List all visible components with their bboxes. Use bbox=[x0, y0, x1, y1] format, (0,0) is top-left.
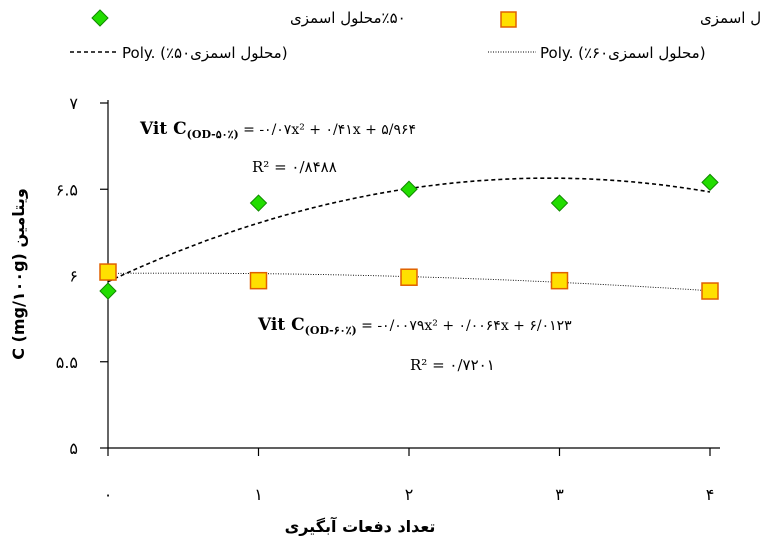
r2-60: R² = ۰/۷۲۰۱ bbox=[410, 356, 495, 374]
y-tick-label: ۵.۵ bbox=[56, 353, 78, 372]
data-point-series-0 bbox=[99, 282, 117, 300]
equation-60-prefix: Vit C bbox=[257, 315, 305, 335]
y-tick-label: ۷ bbox=[69, 94, 78, 113]
x-tick-label: ۲ bbox=[405, 485, 414, 504]
equation-60: Vit C(OD-۶۰٪) = -۰/۰۰۷۹x² + ۰/۰۰۶۴x + ۶/… bbox=[257, 315, 572, 337]
x-tick-label: ۴ bbox=[706, 485, 715, 504]
y-axis-title: ویتامین C (mg/۱۰۰g) bbox=[9, 188, 28, 360]
data-point-series-0 bbox=[550, 194, 569, 212]
equation-50-body: = -۰/۰۷x² + ۰/۴۱x + ۵/۹۶۴ bbox=[239, 122, 416, 138]
legend-entry-60: ٪۶۰محلول اسمزی bbox=[500, 9, 760, 28]
r2-50: R² = ۰/۸۴۸۸ bbox=[252, 158, 337, 176]
legend-marker-square bbox=[500, 11, 517, 28]
data-point-series-1 bbox=[400, 268, 418, 286]
equation-60-subscript: (OD-۶۰٪) bbox=[305, 324, 357, 337]
data-point-series-1 bbox=[550, 271, 569, 290]
y-tick-label: ۶.۵ bbox=[56, 180, 78, 199]
x-axis-title: تعداد دفعات آبگیری bbox=[285, 516, 436, 536]
legend-label-50: ٪۵۰محلول اسمزی bbox=[290, 9, 406, 27]
y-tick-label: ۶ bbox=[69, 267, 78, 286]
legend-entry-50: ٪۵۰محلول اسمزی bbox=[91, 9, 406, 27]
equation-50-prefix: Vit C bbox=[139, 119, 187, 139]
x-tick-label: ۱ bbox=[254, 485, 263, 504]
legend-entry-poly-60: Poly. (٪۶۰محلول اسمزی) bbox=[488, 44, 706, 62]
data-points bbox=[99, 173, 719, 300]
x-tick-label: ۰ bbox=[104, 485, 113, 504]
legend-label-poly-50: Poly. (٪۵۰محلول اسمزی) bbox=[122, 44, 288, 62]
legend-entry-poly-50: Poly. (٪۵۰محلول اسمزی) bbox=[70, 44, 288, 62]
data-point-series-1 bbox=[249, 271, 268, 290]
equation-50: Vit C(OD-۵۰٪) = -۰/۰۷x² + ۰/۴۱x + ۵/۹۶۴ bbox=[139, 119, 416, 141]
x-ticks: ۰ ۱ ۲ ۳ ۴ bbox=[104, 448, 715, 504]
equation-60-body: = -۰/۰۰۷۹x² + ۰/۰۰۶۴x + ۶/۰۱۲۳ bbox=[357, 318, 572, 334]
data-point-series-0 bbox=[400, 180, 418, 198]
legend-label-60: ٪۶۰محلول اسمزی bbox=[700, 9, 760, 27]
y-ticks: ۵ ۵.۵ ۶ ۶.۵ ۷ bbox=[56, 94, 108, 458]
data-point-series-0 bbox=[249, 194, 268, 212]
equation-50-subscript: (OD-۵۰٪) bbox=[187, 128, 239, 141]
data-point-series-1 bbox=[701, 282, 719, 300]
data-point-series-0 bbox=[701, 173, 719, 192]
trend-line-series-1 bbox=[107, 272, 711, 292]
x-tick-label: ۳ bbox=[555, 485, 564, 504]
legend-label-poly-60: Poly. (٪۶۰محلول اسمزی) bbox=[540, 44, 706, 62]
legend-marker-diamond bbox=[91, 9, 109, 27]
data-point-series-1 bbox=[99, 263, 117, 281]
y-tick-label: ۵ bbox=[69, 439, 78, 458]
